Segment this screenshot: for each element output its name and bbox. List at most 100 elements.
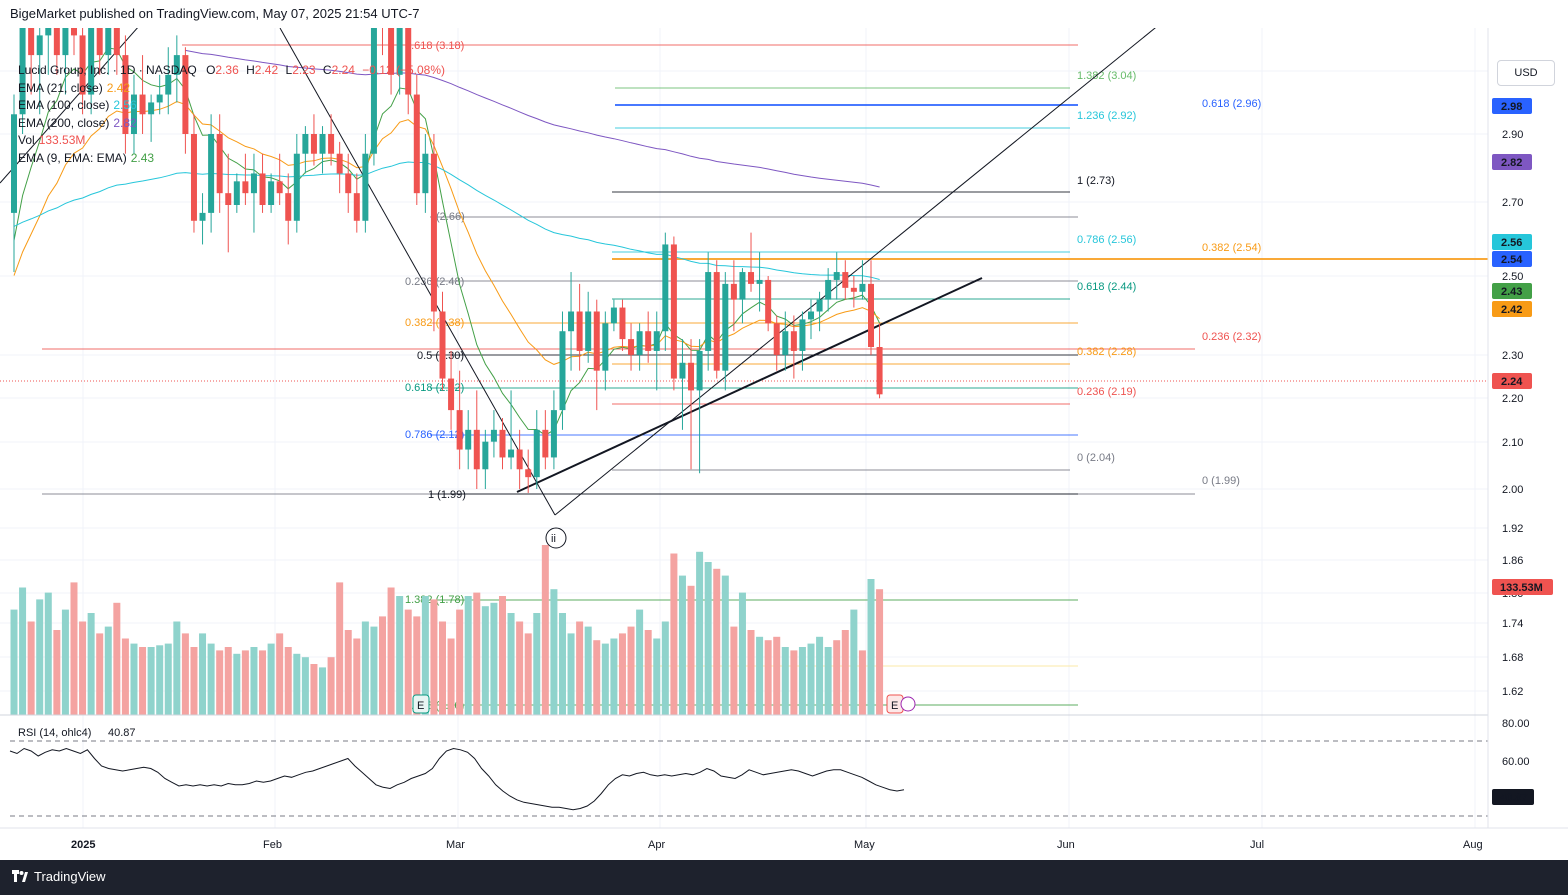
fib-level-label: 0 (2.04) — [1077, 452, 1115, 464]
volume-bar — [773, 636, 781, 715]
trend-line — [0, 28, 138, 184]
candles — [11, 28, 883, 493]
volume-bar — [267, 643, 275, 715]
fib-level-label: 0.236 (2.19) — [1077, 386, 1136, 398]
price-chart[interactable]: 0.618 (3.18) 1.382 (3.04) 0.618 (2.96) 1.23… — [0, 28, 1568, 860]
volume-bar — [241, 650, 249, 715]
time-tick-label: Feb — [263, 839, 282, 851]
rsi-pane: RSI (14, ohlc4) 40.87 — [0, 714, 1488, 817]
price-change: −0.12 (−5.08%) — [362, 63, 445, 77]
volume-bar — [404, 609, 412, 715]
earnings-mark-label: E — [891, 700, 898, 712]
indicator-ema100[interactable]: EMA (100, close) 2.56 — [18, 98, 137, 112]
trend-lines[interactable] — [0, 28, 1160, 516]
ema100-line — [13, 161, 880, 280]
fib-level-label: 0.382 (2.54) — [1202, 242, 1261, 254]
volume-bar — [678, 575, 686, 715]
ema9-line — [13, 47, 881, 436]
volume-bar — [473, 592, 481, 715]
candle-body — [310, 134, 317, 154]
price-badge-label: 2.43 — [1501, 286, 1522, 298]
candle-body — [285, 193, 292, 221]
price-badge-label: 2.24 — [1501, 376, 1523, 388]
price-axis[interactable]: 3.102.902.702.502.302.202.102.001.921.86… — [1487, 28, 1553, 828]
volume-bar — [858, 650, 866, 715]
volume-bar — [130, 643, 138, 715]
wave-label-circle — [545, 527, 567, 549]
time-axis[interactable]: 2025 Feb Mar Apr May Jun Jul Aug — [0, 827, 1568, 851]
indicator-ema200[interactable]: EMA (200, close) 2.82 — [18, 115, 137, 130]
volume-bar — [370, 626, 378, 715]
price-tick-label: 2.50 — [1502, 271, 1523, 283]
candle-body — [165, 74, 172, 95]
volume-bar — [730, 626, 738, 715]
indicator-ema9[interactable]: EMA (9, EMA: EMA) 2.43 — [18, 150, 155, 165]
fib-level-label: 0 (1.99) — [1202, 475, 1240, 487]
ema200-line — [185, 49, 880, 188]
chart-marks: ii E E — [412, 527, 916, 714]
candle-body — [670, 244, 677, 379]
volume-bar — [721, 575, 729, 715]
volume-bar — [447, 638, 455, 715]
volume-bar — [558, 613, 566, 715]
volume-bar — [310, 664, 318, 715]
candle-body — [62, 28, 69, 56]
candle-body — [816, 299, 823, 312]
volume-bar — [696, 551, 704, 715]
volume-bar — [618, 633, 626, 715]
candle-body — [748, 272, 755, 284]
candle-body — [422, 153, 429, 194]
volume-bar — [653, 638, 661, 715]
indicator-volume[interactable]: Vol 133.53M — [18, 133, 86, 147]
volume-bar — [224, 647, 232, 715]
candle-body — [113, 28, 120, 56]
ema21-line — [13, 100, 880, 365]
candle-body — [773, 323, 780, 355]
volume-bar — [61, 609, 69, 715]
candle-body — [405, 28, 412, 95]
ema-lines — [13, 47, 881, 436]
price-badge — [1492, 373, 1532, 389]
fib-level-label: 0.786 (2.12) — [405, 429, 464, 441]
volume-bar — [481, 606, 489, 715]
publish-info: BigeMarket published on TradingView.com,… — [10, 6, 420, 21]
volume-bar — [53, 630, 61, 715]
currency-button[interactable]: USD — [1497, 60, 1555, 86]
time-tick-label: Jun — [1057, 839, 1075, 851]
tradingview-logo-icon — [12, 869, 28, 884]
candle-body — [465, 429, 472, 450]
rsi-tick-label: 80.00 — [1502, 718, 1530, 730]
candle-body — [11, 114, 17, 213]
volume-bar — [670, 553, 678, 715]
price-tick-label: 1.92 — [1502, 523, 1523, 535]
price-badge — [1492, 234, 1532, 250]
volume-bar — [498, 596, 506, 715]
candle-body — [79, 35, 86, 95]
candle-body — [148, 102, 155, 115]
volume-bar — [456, 609, 464, 715]
candle-body — [216, 134, 223, 194]
indicator-ema21[interactable]: EMA (21, close) 2.42 — [18, 80, 131, 95]
tradingview-logo[interactable]: TradingView — [12, 869, 106, 884]
fib-level-label: 0.618 (2.96) — [1202, 98, 1261, 110]
candle-body — [713, 272, 720, 371]
candle-body — [388, 28, 395, 75]
volume-bar — [644, 630, 652, 715]
volume-bar — [327, 657, 335, 715]
volume-bar — [36, 599, 44, 715]
price-tick-label: 2.20 — [1502, 393, 1523, 405]
candle-body — [833, 272, 840, 280]
volume-bar — [396, 596, 404, 715]
fib-level-label: 1 (1.99) — [428, 489, 466, 501]
price-tick-label: 2.90 — [1502, 129, 1523, 141]
candle-body — [276, 181, 283, 194]
price-badge — [1492, 301, 1532, 317]
candle-body — [70, 28, 77, 36]
volume-bar — [147, 647, 155, 715]
chart-area[interactable]: 0.618 (3.18) 1.382 (3.04) 0.618 (2.96) 1.23… — [0, 28, 1568, 860]
rsi-label: RSI (14, ohlc4) — [18, 727, 91, 739]
ohlc-low: L2.23 — [285, 63, 316, 77]
candle-body — [36, 35, 43, 56]
symbol-name[interactable]: Lucid Group, Inc. · 1D · NASDAQ — [18, 63, 197, 77]
candle-body — [662, 244, 669, 332]
